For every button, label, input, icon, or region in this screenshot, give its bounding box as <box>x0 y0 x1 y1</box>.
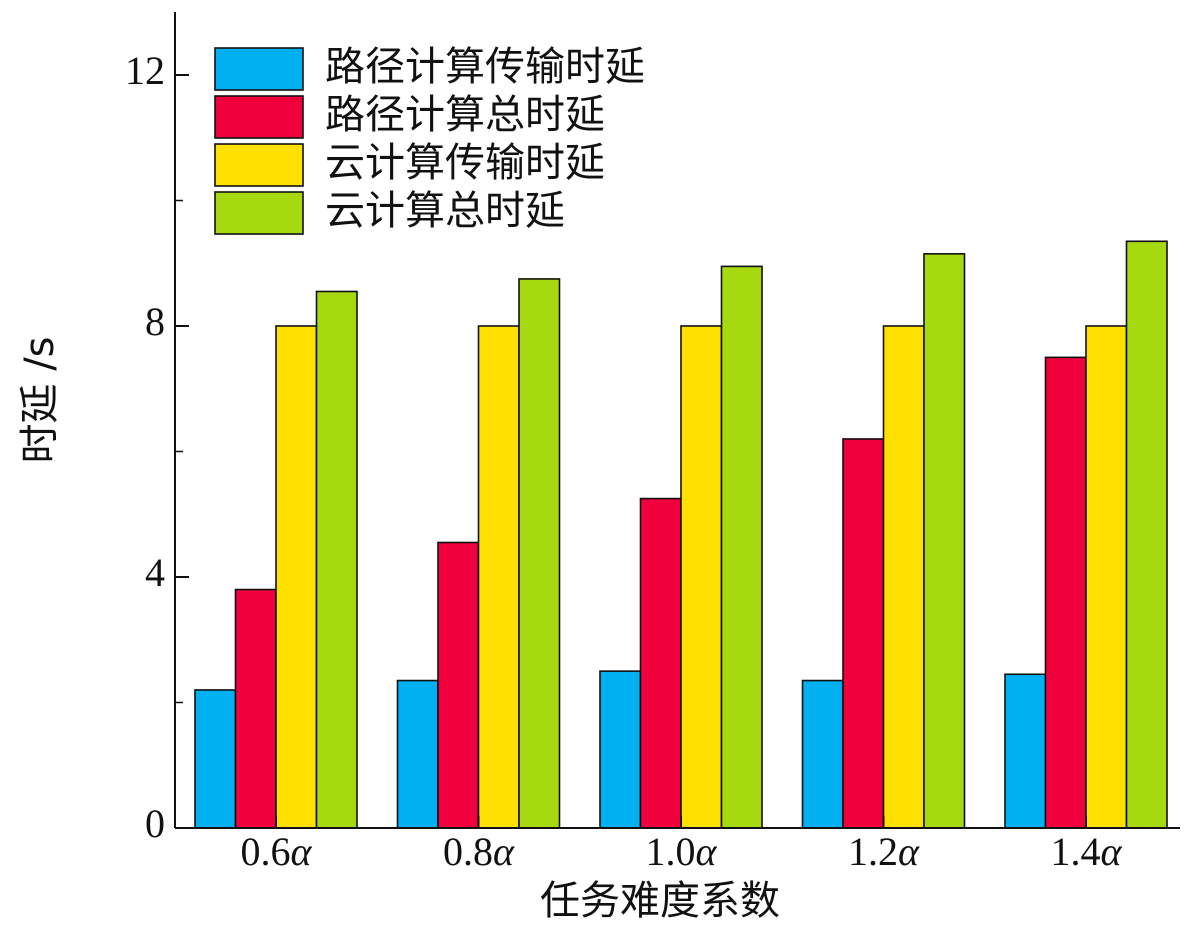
x-tick-alpha: α <box>291 829 313 874</box>
y-axis-title: 时延 /s <box>17 336 63 463</box>
x-tick-label: 0.8α <box>443 829 515 874</box>
bar-1-3 <box>599 670 642 829</box>
legend-label-4: 云计算总时延 <box>325 188 565 234</box>
y-tick-label: 12 <box>125 48 165 93</box>
x-tick-number: 1.4 <box>1051 829 1101 874</box>
x-tick-label: 1.0α <box>646 829 718 874</box>
bar-4-5 <box>1125 240 1168 829</box>
legend-swatch-2 <box>214 95 304 139</box>
bar-4-3 <box>720 265 763 829</box>
legend-swatch-3 <box>214 143 304 187</box>
x-tick-alpha: α <box>493 829 515 874</box>
bar-4-2 <box>518 278 561 829</box>
legend-swatch-4 <box>214 191 304 235</box>
x-tick-number: 1.2 <box>848 829 898 874</box>
x-tick-number: 1.0 <box>646 829 696 874</box>
y-tick-label: 0 <box>145 801 165 846</box>
bar-1-4 <box>801 679 844 829</box>
x-tick-label: 0.6α <box>241 829 313 874</box>
y-tick-label: 8 <box>145 299 165 344</box>
bar-3-4 <box>882 325 925 829</box>
bar-1-1 <box>194 689 237 829</box>
legend-label-2: 路径计算总时延 <box>325 92 605 138</box>
bar-2-5 <box>1044 356 1087 829</box>
y-tick-label: 4 <box>145 550 165 595</box>
x-tick-label: 1.2α <box>848 829 920 874</box>
x-tick-number: 0.6 <box>241 829 291 874</box>
x-tick-alpha: α <box>696 829 718 874</box>
bar-3-1 <box>275 325 318 829</box>
bar-3-3 <box>680 325 723 829</box>
legend-label-3: 云计算传输时延 <box>325 140 605 186</box>
legend-label-1: 路径计算传输时延 <box>325 44 645 90</box>
bar-1-2 <box>396 679 439 829</box>
bar-2-4 <box>842 438 885 829</box>
axes-layer <box>174 12 1180 829</box>
x-tick-alpha: α <box>1101 829 1123 874</box>
x-tick-number: 0.8 <box>443 829 493 874</box>
x-axis-title: 任务难度系数 <box>540 878 780 924</box>
bars-layer <box>194 240 1168 829</box>
bar-4-1 <box>315 290 358 829</box>
bar-2-3 <box>639 497 682 829</box>
bar-2-1 <box>234 588 277 829</box>
bar-3-2 <box>477 325 520 829</box>
x-tick-alpha: α <box>898 829 920 874</box>
legend-swatch-1 <box>214 47 304 91</box>
x-tick-label: 1.4α <box>1051 829 1123 874</box>
bar-2-2 <box>437 541 480 829</box>
bar-4-4 <box>923 253 966 829</box>
bar-3-5 <box>1085 325 1128 829</box>
bar-1-5 <box>1004 673 1047 829</box>
